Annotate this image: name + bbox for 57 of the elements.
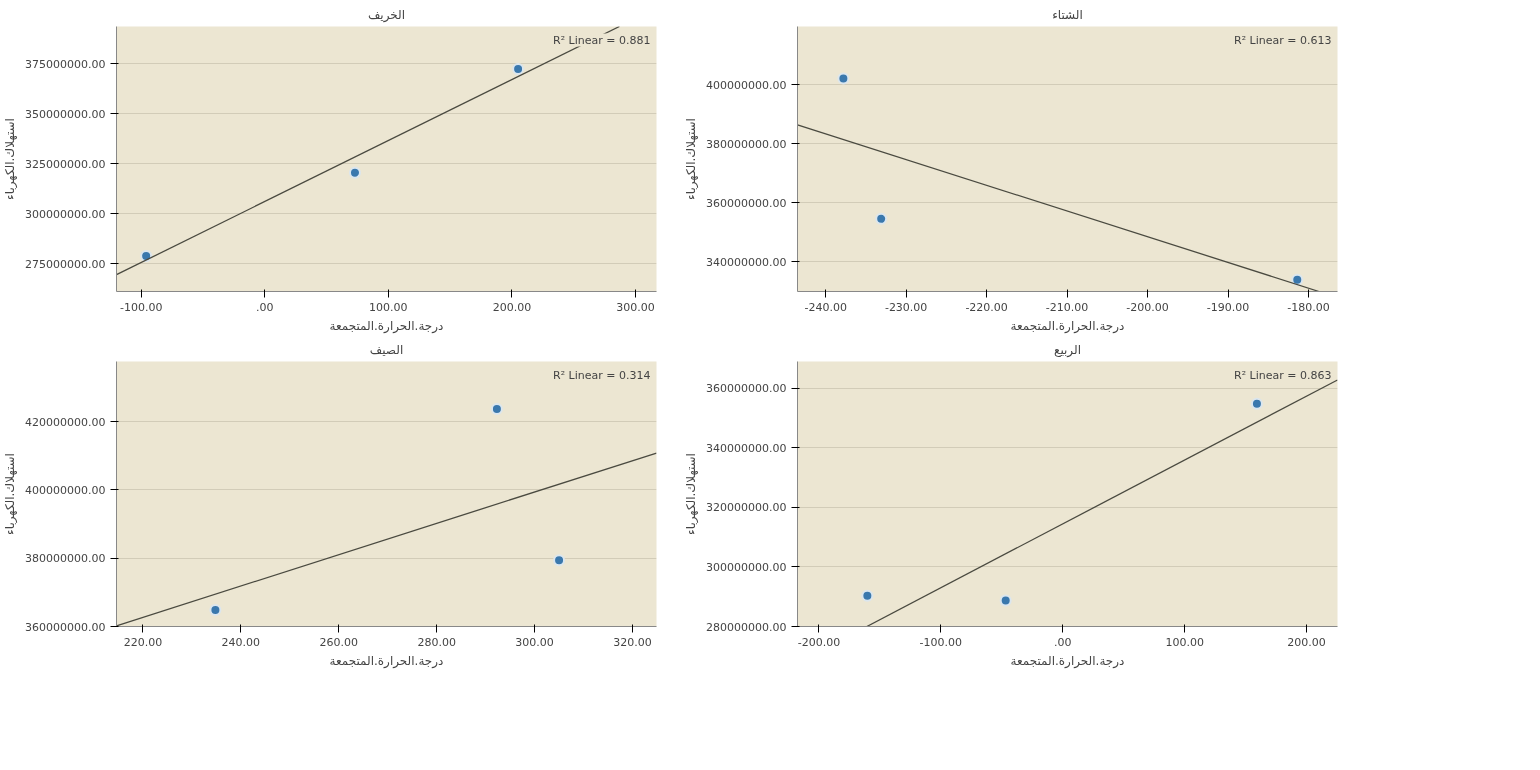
x-axis-title: درجة.الحرارة.المتجمعة	[1010, 318, 1125, 334]
y-tick-label: 300000000.00	[25, 207, 106, 221]
x-tick-label: 280.00	[417, 635, 456, 649]
y-tick-label: 400000000.00	[25, 483, 106, 497]
x-tick-label: 320.00	[613, 635, 652, 649]
x-axis-title: درجة.الحرارة.المتجمعة	[1010, 653, 1125, 669]
x-tick-label: -100.00	[119, 300, 163, 314]
y-tick-label: 340000000.00	[706, 255, 787, 269]
y-tick-label: 375000000.00	[25, 57, 106, 71]
x-tick-label: -230.00	[884, 300, 928, 314]
y-tick-label: 360000000.00	[25, 620, 106, 634]
x-tick-label: -220.00	[965, 300, 1008, 314]
chart-title: الخريف	[367, 7, 406, 23]
y-tick-label: 350000000.00	[25, 107, 106, 121]
annotation: R² Linear = 0.314	[553, 368, 651, 382]
y-tick-label: 280000000.00	[706, 620, 787, 634]
y-axis-title: استهلاك.الكهرباء	[684, 118, 700, 200]
y-axis-title: استهلاك.الكهرباء	[3, 118, 19, 200]
y-tick-label: 300000000.00	[706, 560, 787, 574]
y-tick-label: 420000000.00	[25, 415, 106, 429]
y-axis-title: استهلاك.الكهرباء	[684, 453, 700, 535]
y-tick-label: 360000000.00	[706, 196, 787, 210]
x-tick-label: -200.00	[1126, 300, 1169, 314]
x-tick-label: 240.00	[221, 635, 261, 649]
x-axis-title: درجة.الحرارة.المتجمعة	[329, 653, 444, 669]
x-tick-label: -100.00	[919, 635, 963, 649]
x-tick-label: -190.00	[1206, 300, 1250, 314]
x-tick-label: 260.00	[319, 635, 359, 649]
x-tick-label: .00	[1054, 635, 1072, 649]
x-tick-label: 220.00	[123, 635, 163, 649]
x-tick-label: 300.00	[616, 300, 655, 314]
x-tick-label: 100.00	[1165, 635, 1204, 649]
chart-title: الشتاء	[1052, 7, 1083, 22]
x-tick-label: 200.00	[1287, 635, 1326, 649]
annotation: R² Linear = 0.613	[1234, 33, 1332, 47]
annotation: R² Linear = 0.863	[1234, 368, 1332, 382]
x-tick-label: 300.00	[515, 635, 554, 649]
y-tick-label: 400000000.00	[706, 78, 787, 92]
x-tick-label: .00	[256, 300, 274, 314]
y-tick-label: 360000000.00	[706, 382, 787, 396]
y-tick-label: 275000000.00	[25, 257, 106, 271]
chart-title: الربيع	[1054, 342, 1081, 358]
x-axis-title: درجة.الحرارة.المتجمعة	[329, 318, 444, 334]
y-tick-label: 380000000.00	[706, 137, 787, 151]
y-axis-title: استهلاك.الكهرباء	[3, 453, 19, 535]
annotation: R² Linear = 0.881	[553, 33, 651, 47]
x-tick-label: 100.00	[369, 300, 408, 314]
y-tick-label: 380000000.00	[25, 552, 106, 566]
y-tick-label: 325000000.00	[25, 157, 106, 171]
x-tick-label: 200.00	[492, 300, 532, 314]
x-tick-label: -200.00	[797, 635, 841, 649]
y-tick-label: 340000000.00	[706, 441, 787, 455]
x-tick-label: -240.00	[804, 300, 847, 314]
x-tick-label: -180.00	[1287, 300, 1330, 314]
chart-title: الصيف	[369, 342, 404, 357]
x-tick-label: -210.00	[1045, 300, 1089, 314]
y-tick-label: 320000000.00	[706, 501, 787, 515]
